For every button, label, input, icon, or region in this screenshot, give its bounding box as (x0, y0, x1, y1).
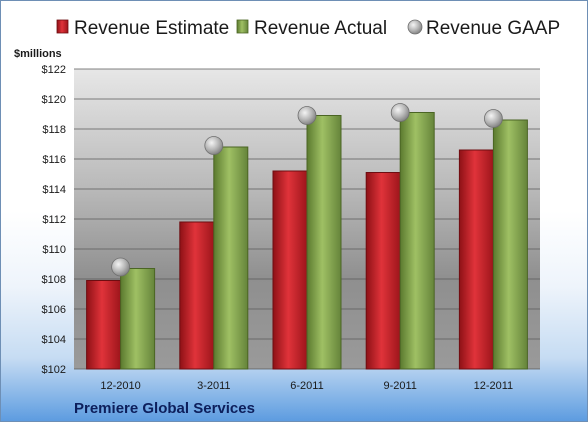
gaap-marker (390, 103, 410, 122)
actual-bar (213, 146, 249, 370)
legend-label: Revenue Estimate (74, 18, 229, 39)
bars (86, 112, 528, 370)
actual-bar (399, 112, 435, 370)
estimate-bar (365, 172, 401, 370)
x-axis-ticks: 12-2010 3-2011 6-2011 9-2011 12-2011 (100, 380, 513, 392)
actual-bar (306, 115, 342, 370)
x-tick-label: 12-2011 (474, 380, 514, 392)
y-tick-label: $104 (42, 334, 66, 346)
legend-label: Revenue GAAP (426, 18, 560, 39)
y-tick-label: $108 (42, 274, 66, 286)
estimate-bar (86, 280, 122, 370)
legend-swatch (56, 19, 69, 34)
y-tick-label: $120 (42, 94, 66, 106)
gaap-marker (111, 257, 130, 277)
x-tick-label: 9-2011 (383, 380, 416, 392)
actual-bar (120, 268, 156, 370)
y-unit-label: $millions (14, 48, 62, 60)
legend: Revenue Estimate Revenue Actual Revenue GA… (56, 18, 560, 39)
legend-label: Revenue Actual (254, 18, 387, 39)
gaap-marker (483, 109, 503, 128)
y-tick-label: $102 (42, 364, 66, 376)
gaap-marker (297, 106, 317, 125)
x-tick-label: 6-2011 (290, 380, 323, 392)
y-tick-label: $114 (42, 184, 66, 196)
company-name: Premiere Global Services (74, 400, 255, 417)
legend-swatch (407, 19, 423, 35)
gaap-marker (204, 136, 224, 155)
legend-swatch (236, 19, 249, 34)
estimate-bar (272, 170, 308, 370)
y-tick-label: $110 (42, 244, 66, 256)
estimate-bar (179, 221, 215, 370)
x-tick-label: 3-2011 (197, 380, 230, 392)
estimate-bar (458, 149, 494, 370)
y-axis-ticks: $122 $120 $118 $116 $114 $112 $110 $108 $106 $104… (42, 64, 66, 376)
y-tick-label: $116 (42, 154, 66, 166)
gaap-markers (111, 103, 503, 277)
actual-bar (492, 119, 528, 370)
y-tick-label: $106 (42, 304, 66, 316)
y-tick-label: $118 (42, 124, 66, 136)
x-tick-label: 12-2010 (100, 380, 140, 392)
y-tick-label: $112 (42, 214, 66, 226)
y-tick-label: $122 (42, 64, 66, 76)
